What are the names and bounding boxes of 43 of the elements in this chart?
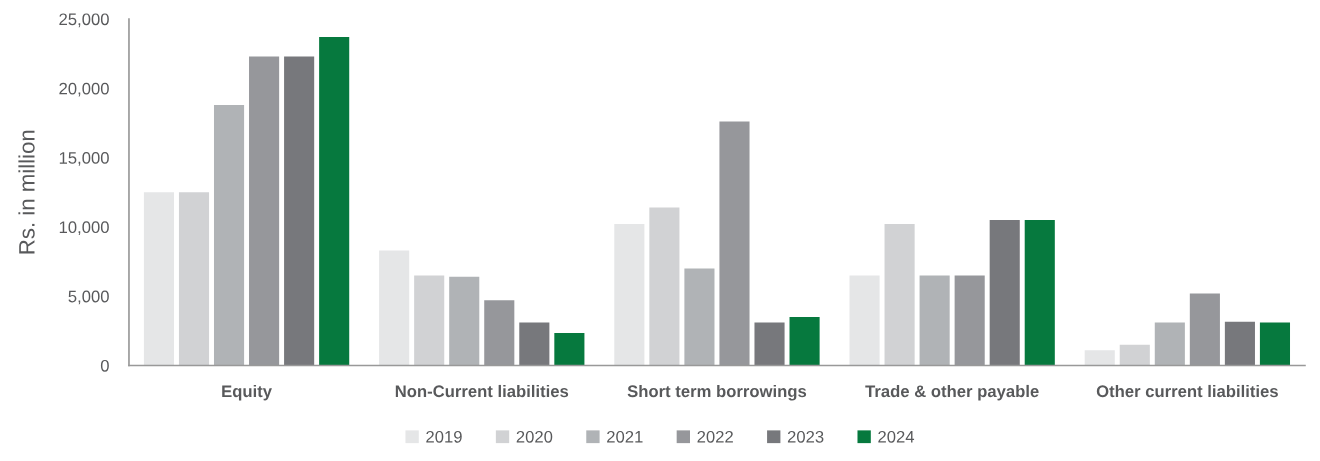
bar: [1154, 322, 1185, 366]
bar: [614, 224, 645, 366]
legend-label: 2020: [516, 430, 553, 443]
bar: [684, 268, 715, 366]
bar: [849, 275, 880, 366]
legend-label: 2019: [426, 430, 462, 443]
y-tick-label: 0: [100, 359, 109, 372]
bar: [554, 332, 585, 366]
legend-label: 2021: [607, 430, 643, 443]
bar: [143, 192, 174, 366]
y-tick-label: 10,000: [59, 221, 109, 236]
bar: [1224, 321, 1255, 366]
bar: [414, 275, 445, 366]
x-tick-label: Other current liabilities: [1096, 384, 1278, 398]
bar: [989, 219, 1020, 366]
bar: [319, 37, 350, 366]
legend-label: 2023: [787, 430, 824, 443]
bar: [919, 275, 950, 366]
bar: [449, 276, 480, 366]
bar: [649, 207, 680, 366]
bar: [789, 316, 820, 366]
bar: [213, 104, 245, 366]
bar: [1084, 350, 1115, 366]
bar: [178, 192, 210, 366]
bar: [1119, 344, 1150, 366]
legend-label: 2022: [697, 430, 733, 443]
bar: [284, 56, 315, 366]
bar: [884, 224, 915, 366]
y-axis-title: Rs. in million: [18, 130, 35, 254]
bar: [754, 322, 785, 366]
x-tick-label: Trade & other payable: [865, 384, 1039, 401]
bar: [519, 322, 550, 366]
bar: [1259, 322, 1291, 366]
legend-label: 2024: [878, 430, 915, 443]
x-tick-label: Short term borrowings: [627, 384, 807, 401]
x-tick-label: Equity: [222, 384, 272, 401]
bar: [1024, 219, 1055, 366]
y-tick-label: 5,000: [68, 290, 109, 305]
x-tick-label: Non-Current liabilities: [395, 384, 569, 398]
y-tick-label: 25,000: [59, 13, 109, 28]
y-tick-label: 15,000: [59, 151, 109, 166]
y-tick-label: 20,000: [59, 82, 109, 97]
bar: [379, 250, 410, 366]
